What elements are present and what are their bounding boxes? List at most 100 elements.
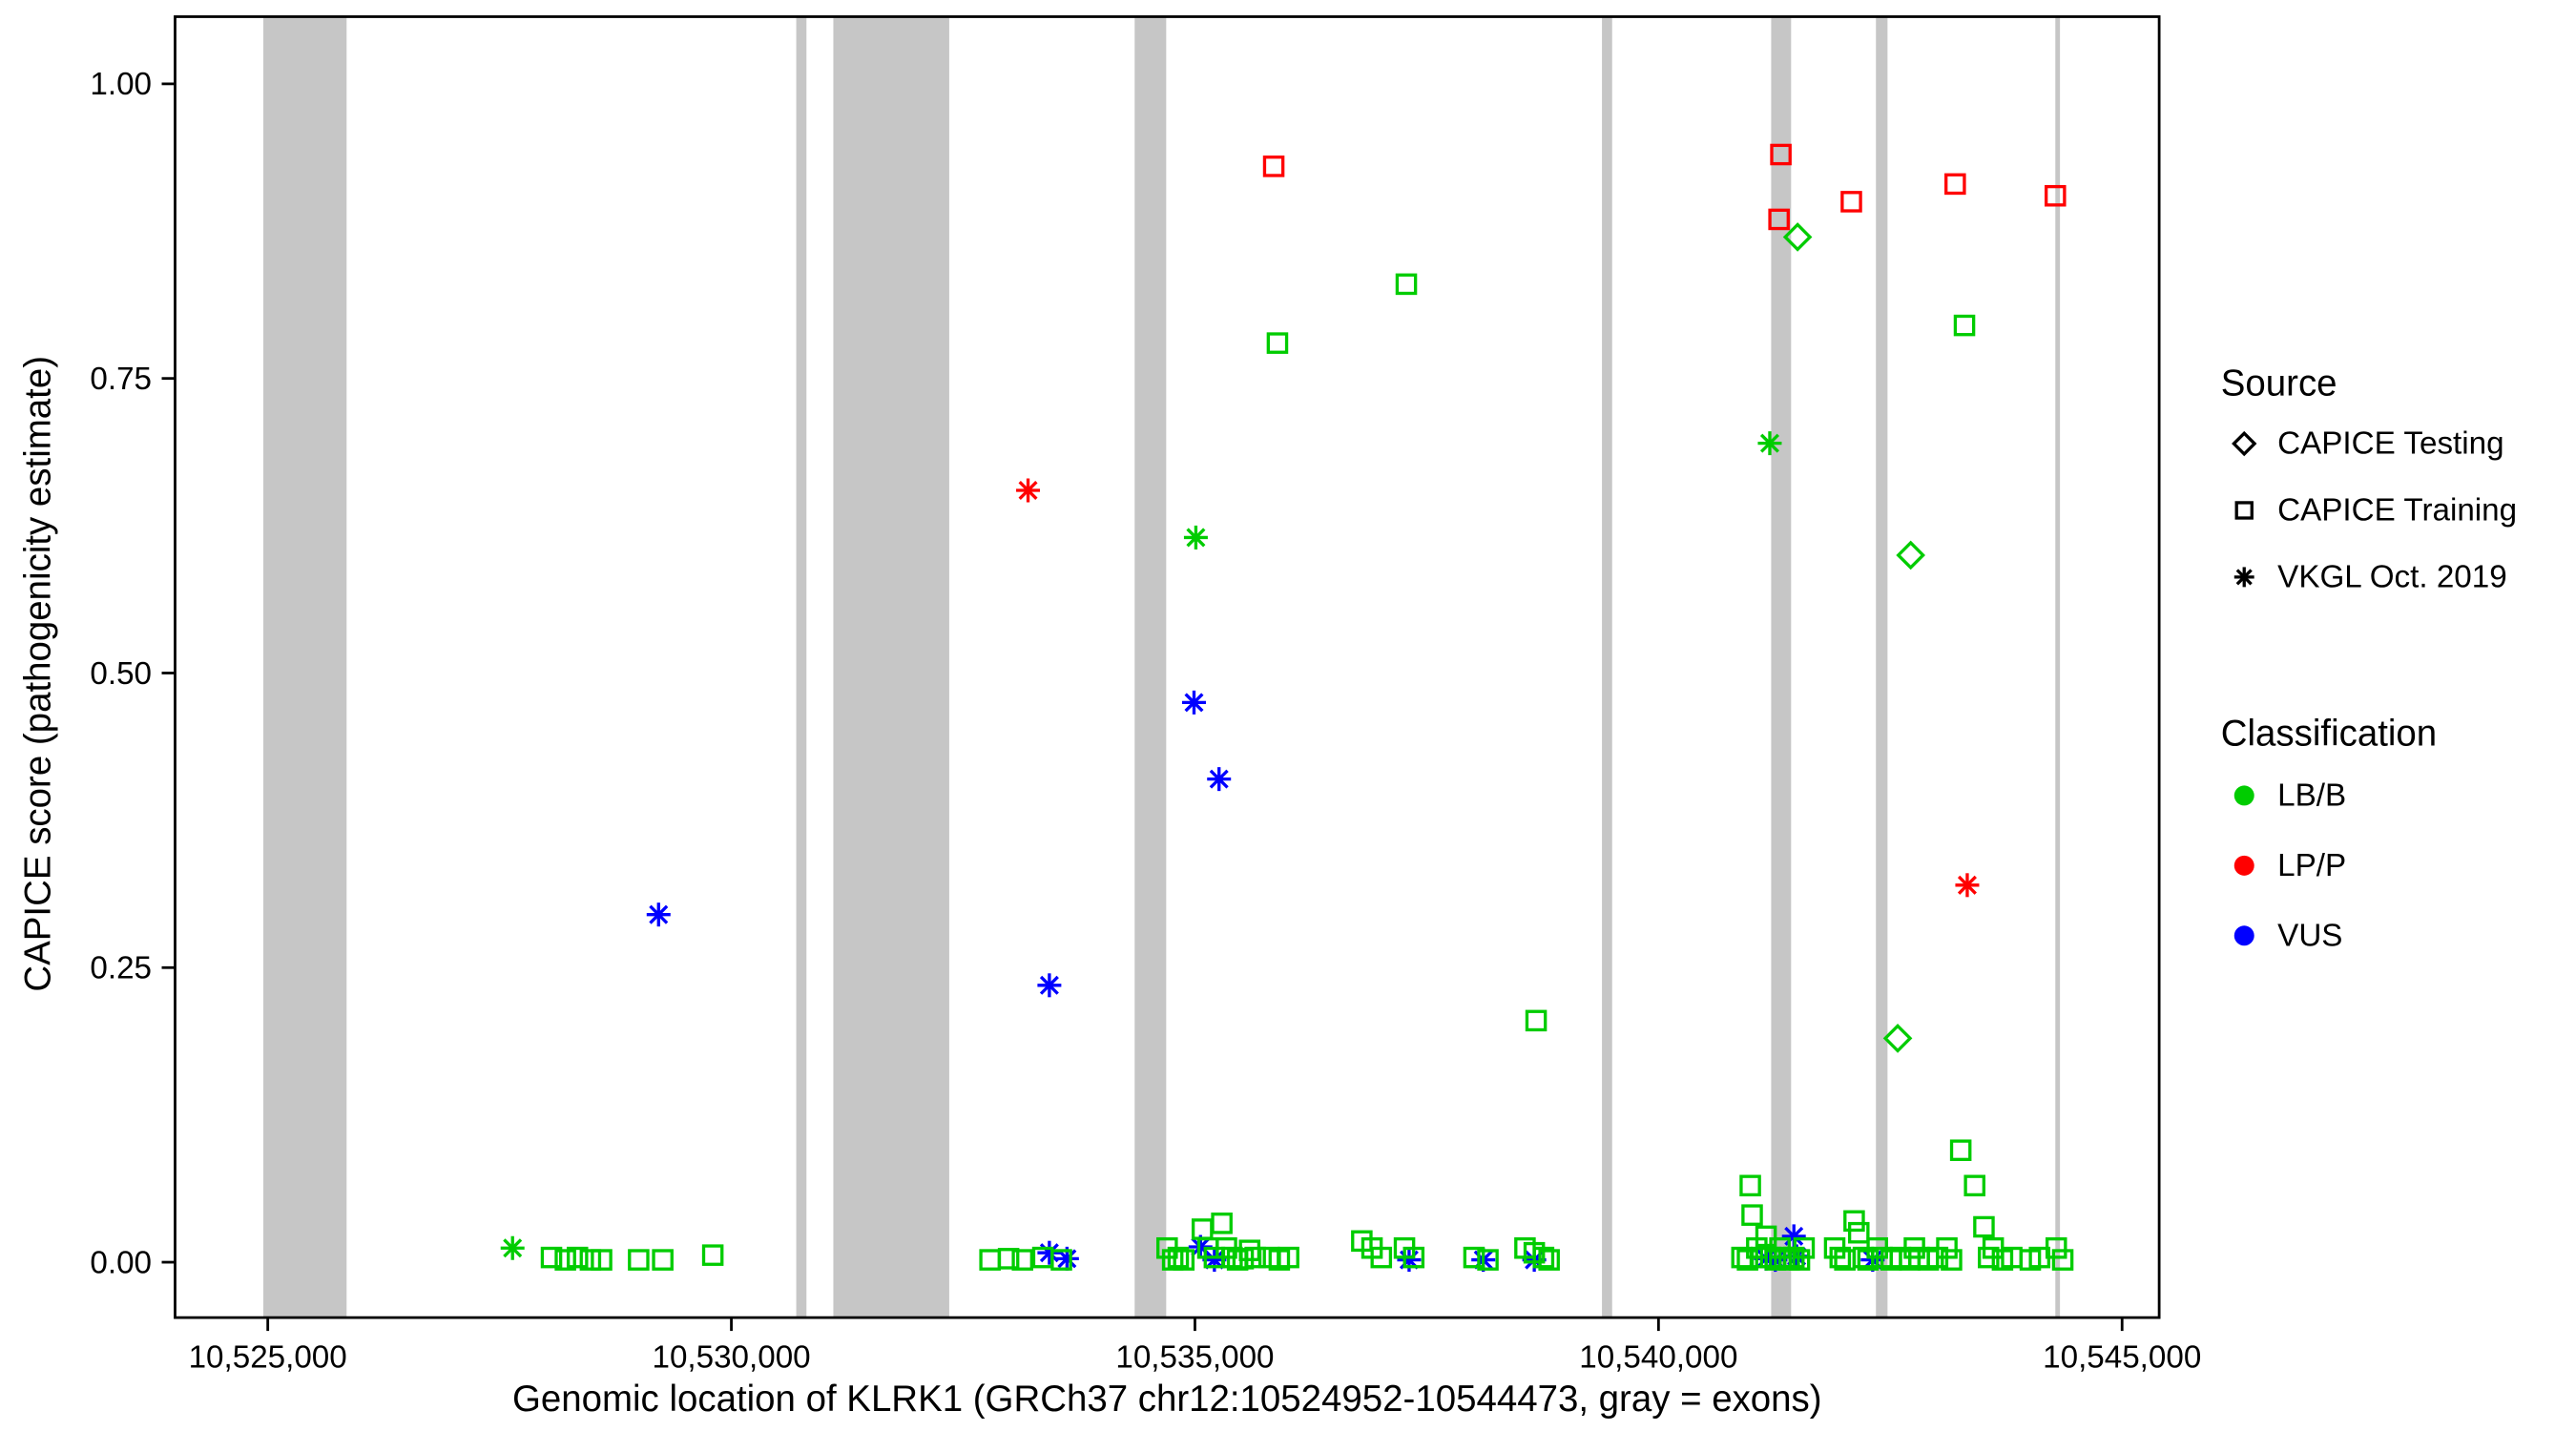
point-square <box>1843 1210 1865 1233</box>
legend-source-item: CAPICE Training <box>2234 492 2517 528</box>
exon-band <box>833 16 949 1318</box>
point-asterisk <box>1955 873 1980 898</box>
point-square <box>1402 1246 1425 1269</box>
point-asterisk <box>646 902 671 927</box>
point-square <box>1741 1204 1763 1226</box>
point-square <box>2051 1249 2074 1271</box>
point-square <box>1788 1249 1811 1271</box>
point-asterisk <box>1054 1246 1079 1271</box>
point-square <box>628 1249 650 1271</box>
point-square <box>1847 1221 1870 1244</box>
point-square <box>2045 1236 2067 1259</box>
point-diamond <box>1782 222 1813 252</box>
chart-plot-area: 10,525,000 10,530,000 10,535,000 10,540,000… <box>90 15 2201 1376</box>
point-diamond <box>1896 540 1925 570</box>
series-lp-p-vkgl-oct-2019 <box>1016 478 1980 898</box>
point-square <box>1211 1213 1233 1234</box>
point-square <box>1161 1249 1184 1271</box>
point-square <box>1477 1249 1499 1271</box>
point-square <box>1191 1218 1214 1240</box>
x-tick-label: 10,525,000 <box>189 1340 347 1376</box>
point-square <box>1953 314 1976 337</box>
legend-source-item-label: CAPICE Training <box>2277 492 2517 528</box>
y-tick-label: 1.00 <box>90 67 152 102</box>
point-square <box>652 1249 674 1271</box>
point-square <box>1973 1215 1995 1238</box>
legend-color-dot <box>2233 785 2254 806</box>
point-square <box>1829 1246 1852 1269</box>
x-tick-label: 10,535,000 <box>1115 1340 1274 1376</box>
point-asterisk <box>1757 431 1782 456</box>
point-square <box>540 1246 563 1269</box>
point-square <box>591 1249 613 1271</box>
point-square <box>1944 173 1966 196</box>
point-square <box>1739 1174 1761 1197</box>
point-square <box>1262 156 1285 177</box>
point-diamond <box>2232 430 2257 457</box>
y-tick-label: 0.50 <box>90 656 152 692</box>
point-asterisk <box>1181 690 1206 715</box>
y-tick-label: 0.00 <box>90 1245 152 1280</box>
point-square <box>2044 184 2067 207</box>
point-asterisk <box>1183 525 1208 550</box>
x-tick-label: 10,545,000 <box>2043 1340 2201 1376</box>
series-lb-b-capice-testing <box>1782 222 1925 1053</box>
point-square <box>1770 143 1792 166</box>
point-square <box>566 1246 589 1269</box>
point-asterisk <box>1207 767 1232 792</box>
point-square <box>1395 273 1418 296</box>
point-square <box>1266 332 1289 354</box>
chart-legend: Source CAPICE Testing CAPICE Training VKGL … <box>2221 363 2517 953</box>
legend-color-dot <box>2233 925 2254 946</box>
point-asterisk <box>500 1235 525 1260</box>
point-square <box>1538 1249 1560 1271</box>
y-tick-label: 0.25 <box>90 951 152 986</box>
series-lb-b-capice-training <box>540 273 2074 1271</box>
point-square <box>1936 1236 1958 1259</box>
point-square <box>1167 1246 1190 1269</box>
point-square <box>1768 208 1790 231</box>
series-lb-b-vkgl-oct-2019 <box>500 431 1782 1260</box>
point-square <box>1755 1225 1777 1248</box>
panel-border <box>174 15 2161 1319</box>
exon-band <box>1134 16 1167 1318</box>
point-square <box>1173 1249 1195 1271</box>
y-tick-label: 0.75 <box>90 362 152 397</box>
point-square <box>979 1249 1001 1271</box>
legend-source-item: VKGL Oct. 2019 <box>2233 559 2507 594</box>
legend-source-item-label: VKGL Oct. 2019 <box>2277 559 2507 594</box>
point-square <box>701 1244 724 1266</box>
point-square <box>2234 501 2254 520</box>
point-square <box>1050 1249 1072 1271</box>
point-diamond <box>1882 1024 1913 1053</box>
x-tick-label: 10,540,000 <box>1579 1340 1737 1376</box>
point-asterisk <box>1037 1240 1062 1265</box>
point-square <box>1949 1139 1972 1161</box>
legend-color-dot <box>2233 855 2254 876</box>
point-square <box>554 1249 576 1271</box>
series-lp-p-capice-training <box>1262 143 2067 231</box>
series-vus-vkgl-oct-2019 <box>646 690 1885 1273</box>
legend-source-item: CAPICE Testing <box>2232 426 2504 462</box>
legend-classification-item-label: VUS <box>2277 918 2342 953</box>
point-square <box>1525 1009 1548 1032</box>
legend-classification-item: LB/B <box>2233 778 2346 813</box>
legend-classification-item: VUS <box>2233 918 2342 953</box>
point-square <box>997 1248 1020 1270</box>
y-axis-title: CAPICE score (pathogenicity estimate) <box>17 356 58 992</box>
exon-band <box>263 16 347 1318</box>
exon-band <box>2055 16 2061 1318</box>
legend-classification-title: Classification <box>2221 713 2437 754</box>
legend-classification-item: LP/P <box>2233 848 2346 883</box>
exon-band <box>1876 16 1888 1318</box>
exon-band <box>1602 16 1612 1318</box>
x-axis-title: Genomic location of KLRK1 (GRCh37 chr12:… <box>512 1379 1822 1420</box>
point-square <box>1244 1246 1266 1269</box>
legend-source-title: Source <box>2221 363 2337 404</box>
point-square <box>1011 1249 1033 1271</box>
exon-band <box>1771 16 1792 1318</box>
point-square <box>1840 191 1862 213</box>
point-asterisk <box>2233 567 2254 588</box>
